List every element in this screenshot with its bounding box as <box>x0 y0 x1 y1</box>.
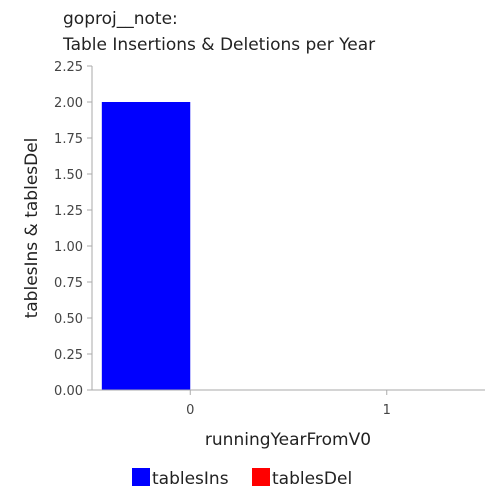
x-axis-title: runningYearFromV0 <box>205 430 371 450</box>
x-tick-label: 0 <box>186 403 194 418</box>
y-tick-label: 1.00 <box>54 240 83 255</box>
legend: tablesIns tablesDel <box>132 468 352 489</box>
legend-swatch-tablesDel <box>252 468 270 486</box>
y-tick-label: 1.50 <box>54 168 83 183</box>
legend-swatch-tablesIns <box>132 468 150 486</box>
bar-tablesIns-0 <box>101 102 191 390</box>
y-tick-label: 0.75 <box>54 276 83 291</box>
y-tick-label: 1.75 <box>54 132 83 147</box>
y-tick-label: 2.25 <box>54 60 83 75</box>
chart-title-line-2: Table Insertions & Deletions per Year <box>62 35 375 55</box>
y-axis-ticks: 0.00 0.25 0.50 0.75 1.00 1.25 1.50 1.75 2.00 2.25 <box>54 60 92 399</box>
legend-label-tablesIns: tablesIns <box>152 469 229 489</box>
bars <box>101 102 191 390</box>
y-tick-label: 1.25 <box>54 204 83 219</box>
y-tick-label: 0.25 <box>54 348 83 363</box>
y-tick-label: 2.00 <box>54 96 83 111</box>
y-tick-label: 0.00 <box>54 384 83 399</box>
chart-title-line-1: goproj__note: <box>63 9 178 29</box>
y-tick-label: 0.50 <box>54 312 83 327</box>
x-tick-label: 1 <box>383 403 391 418</box>
y-axis-title: tablesIns & tablesDel <box>22 138 42 319</box>
legend-label-tablesDel: tablesDel <box>272 469 352 489</box>
